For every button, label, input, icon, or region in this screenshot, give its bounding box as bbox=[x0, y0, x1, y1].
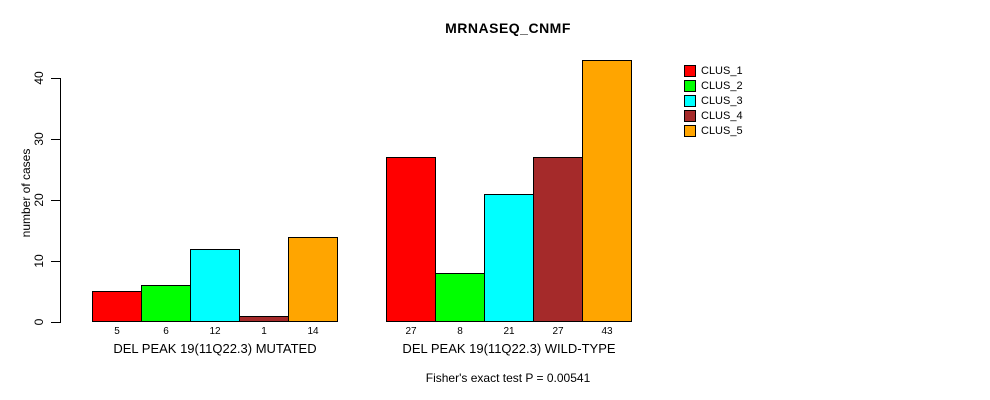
y-tick-label: 30 bbox=[32, 132, 46, 146]
y-tick-label: 0 bbox=[32, 318, 46, 326]
legend-swatch-clus-4 bbox=[684, 109, 696, 122]
legend-item-clus-4: CLUS_4 bbox=[684, 108, 743, 123]
y-axis-title: number of cases bbox=[19, 148, 33, 238]
legend-swatch-clus-5 bbox=[684, 124, 696, 137]
y-axis-line bbox=[60, 78, 61, 323]
x-axis-group-label-wild-type: DEL PEAK 19(11Q22.3) WILD-TYPE bbox=[402, 341, 616, 356]
fisher-test-note: Fisher's exact test P = 0.00541 bbox=[425, 371, 591, 385]
legend-label: CLUS_1 bbox=[701, 64, 743, 77]
chart-title: MRNASEQ_CNMF bbox=[445, 20, 571, 36]
bar-value-label: 14 bbox=[307, 326, 319, 337]
y-tick-mark bbox=[51, 139, 60, 140]
bar-value-label: 1 bbox=[261, 326, 267, 337]
bar-value-label: 27 bbox=[552, 326, 564, 337]
bar-clus-3-mutated bbox=[190, 249, 240, 322]
y-tick-mark bbox=[51, 200, 60, 201]
legend-swatch-clus-3 bbox=[684, 94, 696, 107]
bar-clus-1-wild-type bbox=[386, 157, 436, 322]
bar-value-label: 43 bbox=[601, 326, 613, 337]
bar-clus-2-mutated bbox=[141, 285, 191, 322]
legend-item-clus-5: CLUS_5 bbox=[684, 123, 743, 138]
bar-clus-5-mutated bbox=[288, 237, 338, 322]
legend-swatch-clus-2 bbox=[684, 79, 696, 92]
y-tick-label: 40 bbox=[32, 71, 46, 85]
y-tick-mark bbox=[51, 261, 60, 262]
legend: CLUS_1 CLUS_2 CLUS_3 CLUS_4 CLUS_5 bbox=[684, 63, 743, 138]
legend-label: CLUS_4 bbox=[701, 109, 743, 122]
bar-value-label: 12 bbox=[209, 326, 221, 337]
legend-label: CLUS_3 bbox=[701, 94, 743, 107]
bar-clus-3-wild-type bbox=[484, 194, 534, 322]
legend-item-clus-1: CLUS_1 bbox=[684, 63, 743, 78]
bar-value-label: 8 bbox=[457, 326, 463, 337]
x-axis-group-label-mutated: DEL PEAK 19(11Q22.3) MUTATED bbox=[113, 341, 317, 356]
y-tick-label: 10 bbox=[32, 254, 46, 268]
legend-label: CLUS_2 bbox=[701, 79, 743, 92]
y-tick-mark bbox=[51, 78, 60, 79]
bar-value-label: 21 bbox=[503, 326, 515, 337]
legend-label: CLUS_5 bbox=[701, 124, 743, 137]
bar-value-label: 6 bbox=[163, 326, 169, 337]
bar-clus-4-wild-type bbox=[533, 157, 583, 322]
bar-value-label: 27 bbox=[405, 326, 417, 337]
y-tick-mark bbox=[51, 322, 60, 323]
bar-clus-2-wild-type bbox=[435, 273, 485, 322]
y-tick-label: 20 bbox=[32, 193, 46, 207]
bar-value-label: 5 bbox=[114, 326, 120, 337]
bar-clus-5-wild-type bbox=[582, 60, 632, 322]
legend-item-clus-2: CLUS_2 bbox=[684, 78, 743, 93]
bar-clus-4-mutated bbox=[239, 316, 289, 322]
legend-item-clus-3: CLUS_3 bbox=[684, 93, 743, 108]
legend-swatch-clus-1 bbox=[684, 64, 696, 77]
bar-clus-1-mutated bbox=[92, 291, 142, 322]
